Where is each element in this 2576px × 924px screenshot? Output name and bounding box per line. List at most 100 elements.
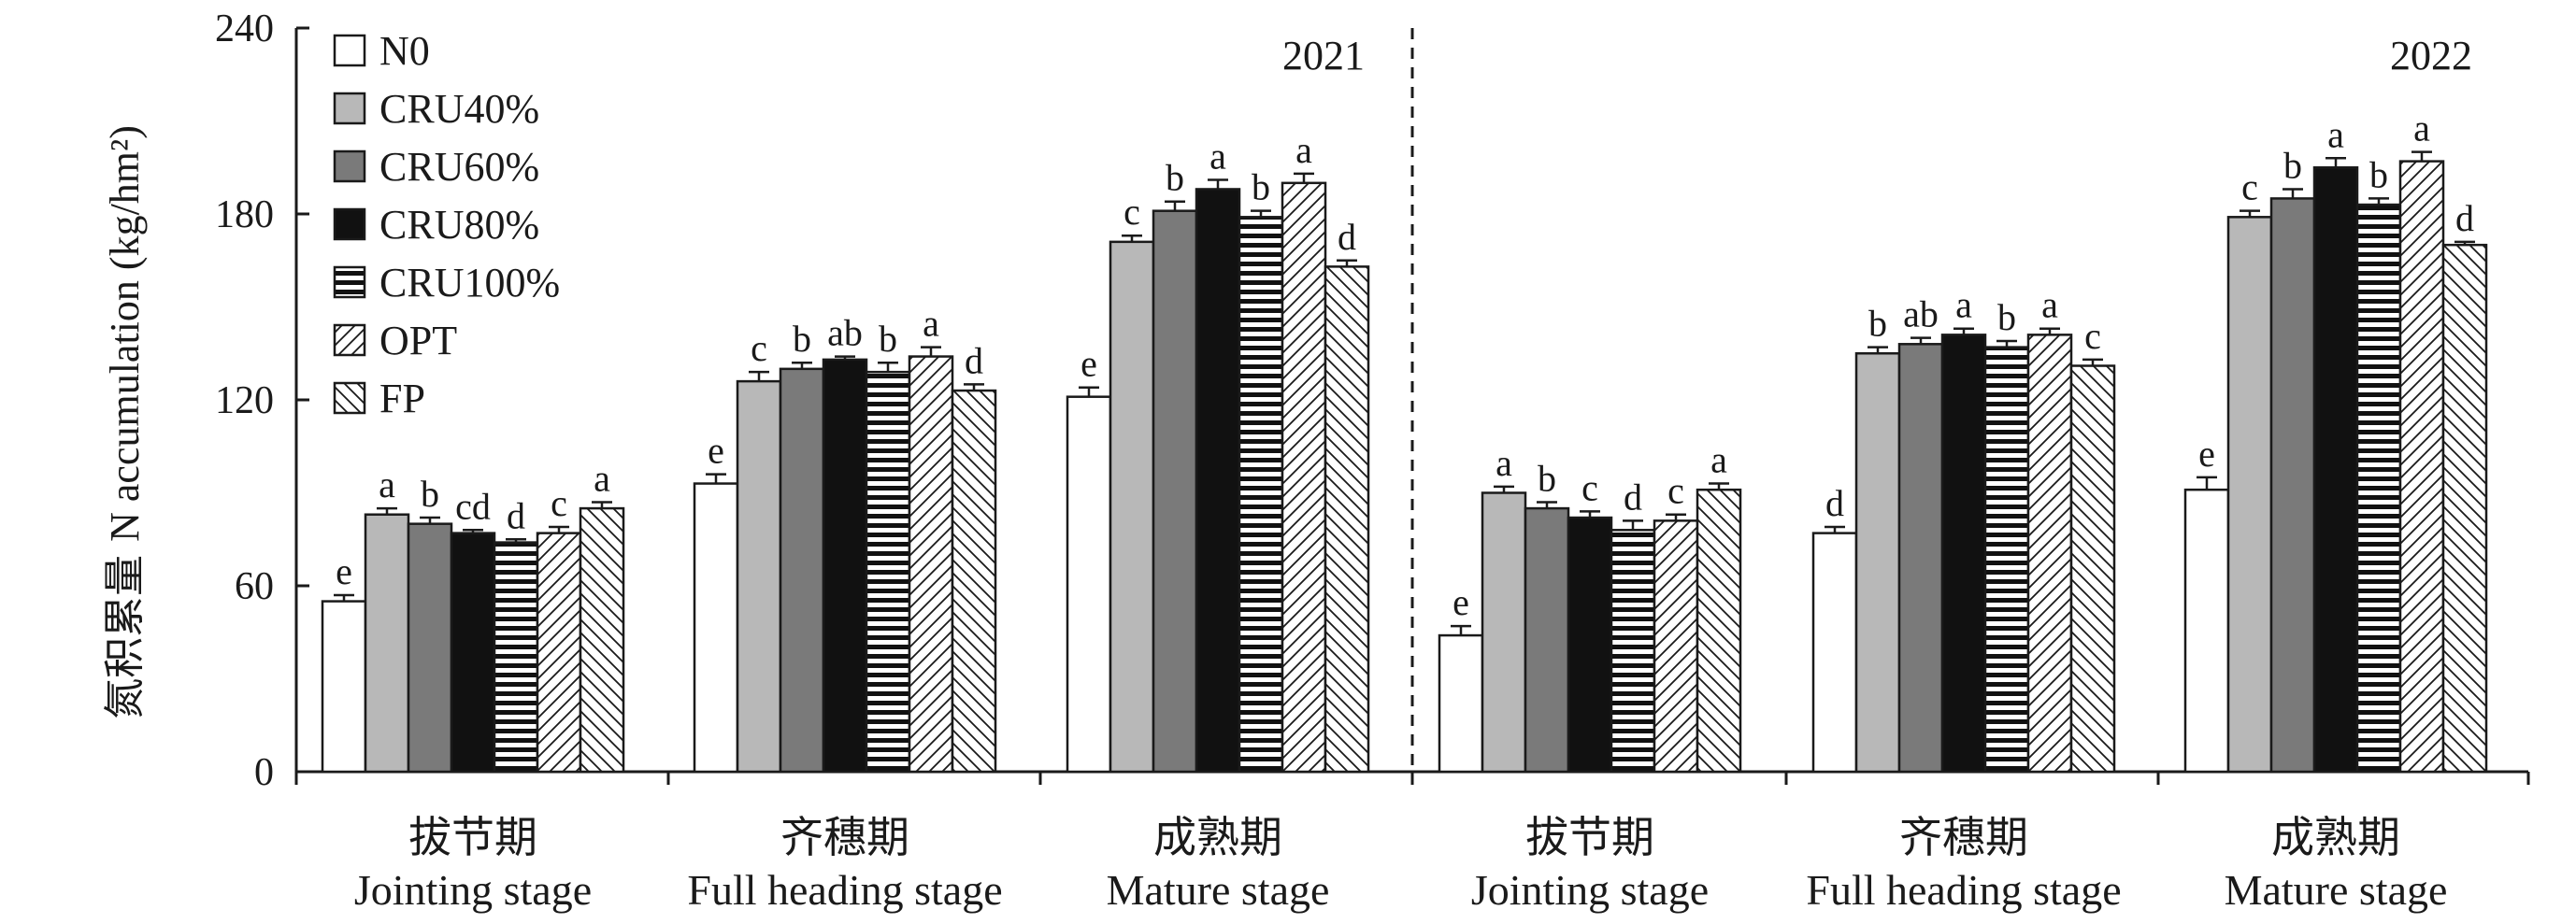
legend-label: CRU40% — [379, 86, 539, 132]
bar-cru80pct — [2312, 166, 2359, 774]
bar-opt — [1653, 519, 1699, 774]
bar-fp — [2441, 243, 2488, 774]
category-label-en: Full heading stage — [687, 866, 1002, 914]
significance-letter: a — [379, 463, 395, 505]
bar-cru60pct — [1152, 209, 1198, 774]
legend-swatch — [333, 207, 366, 241]
bar-cru80pct — [1567, 516, 1613, 774]
significance-letter: a — [2413, 107, 2430, 149]
bar-fp — [1324, 265, 1370, 774]
bar-n0 — [1066, 395, 1112, 774]
significance-letter: b — [879, 318, 897, 360]
significance-letter: cd — [455, 485, 491, 527]
bar-cru40pct — [1854, 352, 1901, 774]
legend-label: CRU100% — [379, 260, 560, 306]
category-label-en: Mature stage — [2225, 866, 2448, 914]
y-tick-label: 60 — [235, 565, 274, 608]
significance-letter: a — [1710, 439, 1727, 481]
significance-letter: b — [2283, 144, 2302, 186]
bar-fp — [951, 389, 997, 774]
bar-n0 — [321, 600, 367, 774]
significance-letter: d — [507, 494, 525, 536]
bar-cru80pct — [1940, 334, 1987, 774]
category-label-en: Mature stage — [1107, 866, 1330, 914]
year-label-2021: 2021 — [1282, 33, 1365, 78]
legend-swatch — [333, 149, 366, 183]
y-tick-label: 180 — [215, 193, 274, 236]
significance-letter: a — [1496, 442, 1512, 484]
significance-letter: a — [2041, 284, 2058, 326]
legend-swatch — [333, 265, 366, 299]
significance-letter: c — [751, 327, 767, 369]
bars-layer — [321, 150, 2488, 774]
significance-letter: d — [1825, 482, 1844, 524]
bar-cru40pct — [364, 513, 410, 774]
significance-letter: a — [594, 457, 610, 499]
bar-cru100pct — [1238, 216, 1284, 774]
category-label-cn: 拔节期 — [1525, 814, 1654, 861]
bar-cru60pct — [1524, 506, 1570, 774]
bar-cru60pct — [2269, 197, 2316, 774]
significance-letter: c — [1123, 191, 1140, 233]
bar-n0 — [693, 482, 739, 774]
y-axis-title: 氮积累量 N accumulation (kg/hm²) — [102, 125, 148, 719]
significance-letter: b — [1252, 166, 1270, 208]
axes: 0 60 120 180 240 — [215, 7, 2530, 794]
significance-letter: c — [2241, 166, 2258, 208]
significance-letter: b — [1166, 157, 1184, 199]
category-label-cn: 拔节期 — [408, 814, 537, 861]
significance-letter: e — [336, 550, 352, 592]
significance-letter: e — [708, 430, 724, 472]
legend: N0 CRU40% CRU60% CRU80% CRU100% OPT FP — [333, 28, 560, 421]
significance-letter: e — [1453, 581, 1469, 623]
significance-letter: b — [793, 318, 811, 360]
bar-opt — [2398, 160, 2445, 774]
bar-cru80pct — [822, 358, 868, 774]
significance-letter: c — [1667, 470, 1684, 512]
y-tick-label: 0 — [254, 751, 274, 794]
bar-cru100pct — [1983, 346, 2030, 774]
y-tick-label: 120 — [215, 379, 274, 422]
bar-cru60pct — [779, 367, 825, 774]
significance-letter: b — [1868, 303, 1887, 345]
y-tick-label: 240 — [215, 7, 274, 50]
year-label-2022: 2022 — [2390, 33, 2472, 78]
significance-letter: b — [1997, 296, 2016, 338]
significance-letter: c — [1581, 466, 1598, 508]
legend-label: CRU60% — [379, 144, 539, 190]
category-label-cn: 齐穗期 — [1899, 814, 2028, 861]
significance-letter: e — [2198, 433, 2215, 475]
bar-cru60pct — [1897, 343, 1944, 774]
significance-letter: a — [1955, 284, 1972, 326]
y-axis-title-cn: 氮积累量 — [102, 555, 148, 719]
significance-letter: b — [2369, 153, 2388, 195]
category-label-en: Jointing stage — [354, 866, 592, 914]
bar-cru80pct — [1195, 188, 1241, 774]
bar-opt — [536, 532, 582, 774]
significance-letter: c — [551, 482, 567, 524]
category-label-en: Jointing stage — [1471, 866, 1709, 914]
significance-letter: ab — [827, 312, 863, 354]
bar-cru100pct — [865, 370, 911, 774]
significance-letter: b — [1538, 457, 1556, 499]
legend-label: N0 — [379, 28, 430, 74]
legend-label: OPT — [379, 318, 457, 363]
significance-letter: d — [965, 339, 983, 381]
bar-cru100pct — [2355, 203, 2402, 774]
bar-n0 — [1811, 532, 1858, 774]
bar-cru40pct — [1109, 240, 1155, 774]
bar-cru40pct — [1481, 491, 1527, 774]
significance-letter: d — [2455, 197, 2474, 239]
bar-cru100pct — [1610, 529, 1656, 774]
y-axis-title-en: N accumulation (kg/hm²) — [102, 125, 148, 542]
significance-letter: e — [1080, 343, 1097, 385]
bar-cru40pct — [736, 379, 782, 774]
category-label-cn: 成熟期 — [2271, 814, 2400, 861]
bar-fp — [1696, 488, 1742, 774]
bar-fp — [2069, 364, 2116, 774]
significance-letter: a — [2327, 113, 2344, 155]
bar-n0 — [1438, 633, 1484, 774]
legend-swatch — [333, 92, 366, 125]
